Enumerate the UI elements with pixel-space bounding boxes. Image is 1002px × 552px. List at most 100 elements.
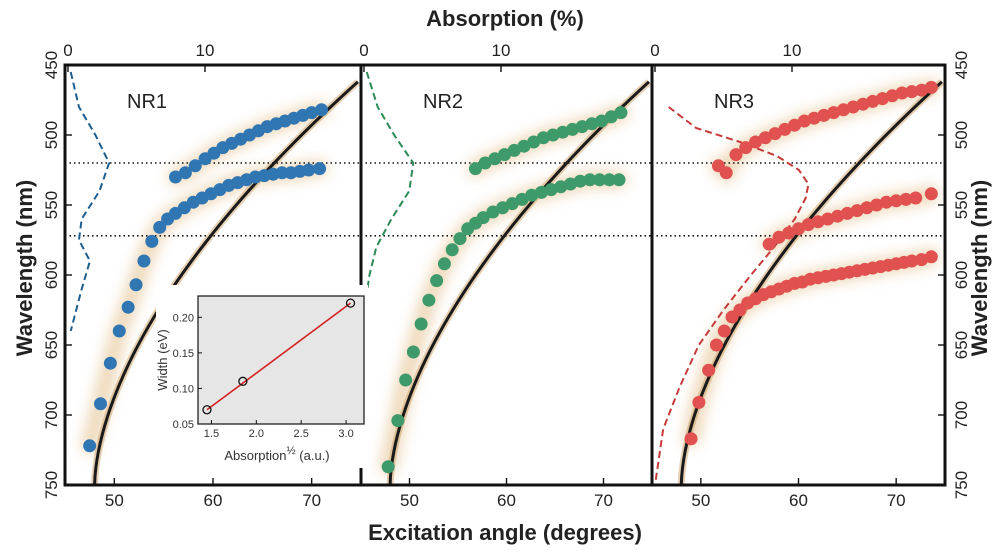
data-point (583, 173, 597, 187)
data-point (717, 324, 731, 338)
data-point (739, 141, 753, 155)
data-point (478, 156, 492, 170)
absorption-curve (363, 71, 415, 325)
inset-data-point (238, 376, 248, 386)
panel-label: NR3 (714, 91, 754, 113)
data-point (604, 110, 618, 124)
inset-y-tick-label: 0.10 (173, 383, 194, 395)
inset-y-tick-label: 0.15 (173, 348, 194, 360)
data-point (595, 114, 609, 128)
y-axes-group: 450 450 500 500 550 550 600 600 650 650 700 700 750 7… (42, 51, 971, 499)
panel-nr3: NR3 50 60 70 0 10 (650, 41, 947, 510)
data-point (772, 230, 786, 244)
x-tick-label: 70 (887, 491, 906, 510)
data-point (476, 211, 490, 225)
inset-x-tick-label: 1.5 (204, 428, 219, 440)
top-tick-label: 0 (650, 41, 659, 60)
left-y-tick-label: 500 (42, 121, 61, 149)
inset-x-tick-label: 2.0 (249, 428, 264, 440)
inset-data-point (202, 405, 212, 415)
left-y-tick-label: 650 (42, 331, 61, 359)
data-point (758, 131, 772, 145)
right-y-tick-label: 600 (952, 261, 971, 289)
x-tick-label: 70 (594, 491, 613, 510)
data-point (889, 194, 903, 208)
data-point (870, 198, 884, 212)
data-point (846, 100, 860, 114)
data-point (488, 152, 502, 166)
data-point (602, 173, 616, 187)
x-tick-label: 70 (302, 491, 321, 510)
top-tick-label: 10 (783, 41, 802, 60)
data-point (527, 135, 541, 149)
left-y-tick-label: 550 (42, 191, 61, 219)
data-point (593, 173, 607, 187)
panel-label: NR1 (127, 91, 167, 113)
right-y-tick-label: 700 (952, 401, 971, 429)
inset-fit-line (206, 302, 352, 411)
data-point (692, 395, 706, 409)
data-point (807, 111, 821, 125)
data-point (905, 254, 919, 268)
data-point (486, 205, 500, 219)
data-point (112, 324, 126, 338)
data-point (422, 293, 436, 307)
data-point (103, 356, 117, 370)
data-point (453, 232, 467, 246)
inset-data-point (345, 298, 356, 308)
data-point (719, 166, 733, 180)
data-point (915, 83, 929, 97)
left-y-tick-label: 750 (42, 471, 61, 499)
data-point (153, 220, 167, 234)
data-point (729, 148, 743, 162)
right-y-tick-label: 550 (952, 191, 971, 219)
data-point (684, 432, 698, 446)
data-point (797, 114, 811, 128)
mode-curve (679, 80, 943, 485)
data-point (406, 345, 420, 359)
data-point (702, 363, 716, 377)
data-point (188, 159, 202, 173)
data-point (850, 204, 864, 218)
data-point (811, 215, 825, 229)
data-point (924, 187, 938, 201)
data-point (860, 201, 874, 215)
data-point (909, 191, 923, 205)
data-point (573, 174, 587, 188)
right-y-tick-label: 650 (952, 331, 971, 359)
data-point (762, 237, 776, 251)
data-point (788, 118, 802, 132)
data-point (801, 218, 815, 232)
data-point (768, 127, 782, 141)
data-point (831, 209, 845, 223)
x-axis-title: Excitation angle (degrees) (368, 520, 642, 545)
inset-plot-area (197, 295, 365, 425)
data-point (885, 89, 899, 103)
data-point (778, 122, 792, 136)
data-point (275, 166, 289, 180)
left-y-tick-label: 600 (42, 261, 61, 289)
data-point (414, 317, 428, 331)
data-point (614, 106, 628, 120)
data-point (496, 201, 510, 215)
data-point (792, 222, 805, 236)
left-y-axis-title: Wavelength (nm) (12, 180, 37, 356)
data-point (915, 253, 929, 267)
data-point (840, 206, 854, 220)
data-point (782, 226, 796, 240)
data-point (507, 143, 521, 157)
mode-curve (93, 80, 359, 485)
data-point (430, 274, 444, 288)
top-axis-title: Absorption (%) (426, 6, 584, 31)
absorption-curve (69, 71, 111, 332)
x-tick-label: 60 (789, 491, 808, 510)
data-point (399, 373, 413, 387)
data-point (836, 103, 850, 117)
inset-y-tick-label: 0.05 (173, 419, 194, 431)
data-point (505, 197, 519, 211)
top-tick-label: 10 (492, 41, 511, 60)
data-point (129, 278, 143, 292)
panel-label: NR2 (423, 91, 463, 113)
